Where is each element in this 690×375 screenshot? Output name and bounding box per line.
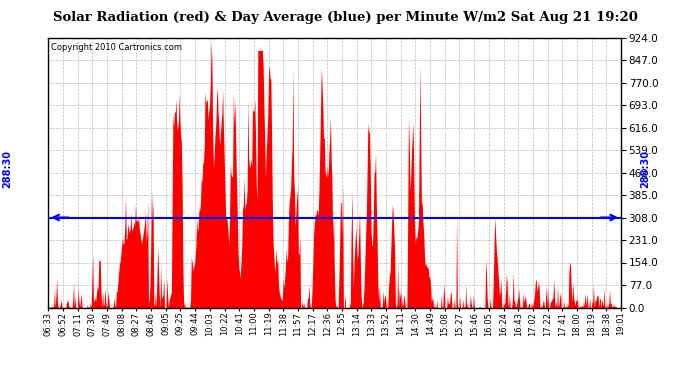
Text: Solar Radiation (red) & Day Average (blue) per Minute W/m2 Sat Aug 21 19:20: Solar Radiation (red) & Day Average (blu…	[52, 11, 638, 24]
Text: 288:30: 288:30	[640, 150, 650, 188]
Text: Copyright 2010 Cartronics.com: Copyright 2010 Cartronics.com	[51, 43, 182, 52]
Text: 288:30: 288:30	[2, 150, 12, 188]
